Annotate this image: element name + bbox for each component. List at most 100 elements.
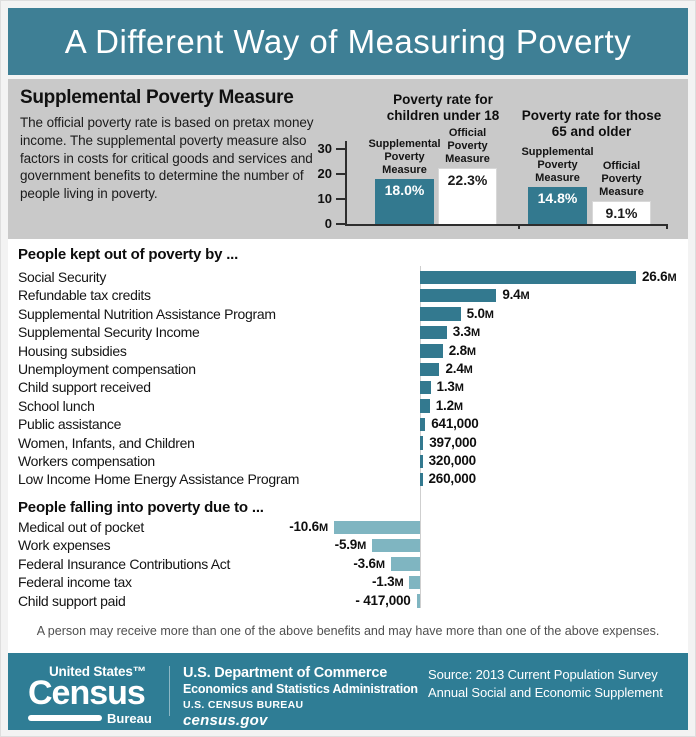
kept-out-bar xyxy=(420,325,447,340)
millions-suffix: M xyxy=(463,364,473,376)
row-value: 5.0M xyxy=(466,305,494,321)
row-value: 2.8M xyxy=(448,342,476,358)
poverty-rate-mini-charts: 30 20 10 0 Poverty rate for children under 1… xyxy=(8,79,688,239)
millions-suffix: M xyxy=(667,272,677,284)
kept-out-bar xyxy=(420,436,424,450)
mini-bar-value: 14.8% xyxy=(537,190,578,206)
row-label: Work expenses xyxy=(18,537,111,554)
row-value: -1.3M xyxy=(372,574,404,590)
mini-bar-label: Official Poverty Measure xyxy=(445,127,490,166)
mini-y-tick xyxy=(336,198,345,200)
kept-out-bar xyxy=(420,380,431,395)
row-label: Refundable tax credits xyxy=(18,287,151,304)
logo-bureau-row: Bureau xyxy=(28,711,156,726)
mini-y-tick xyxy=(336,223,345,225)
mini-y-tick xyxy=(336,173,345,175)
dept-commerce-line: U.S. Department of Commerce xyxy=(183,665,388,681)
row-label: Federal Insurance Contributions Act xyxy=(18,555,231,572)
kept-out-bar xyxy=(420,344,443,358)
chart-row: Unemployment compensation 2.4M xyxy=(8,360,688,379)
falling-into-bar xyxy=(372,538,420,553)
mini-y-tick-label: 30 xyxy=(317,141,332,156)
row-value: 3.3M xyxy=(452,324,480,340)
chart-row: Social Security 26.6M xyxy=(8,268,688,287)
row-value: 9.4M xyxy=(502,287,530,303)
mini-chart-title: Poverty rate for those 65 and older xyxy=(521,108,662,139)
mini-y-axis xyxy=(345,141,347,225)
row-value: - 417,000 xyxy=(355,592,411,608)
falling-into-bar xyxy=(333,520,420,534)
falling-into-bar xyxy=(409,575,420,590)
row-label: Public assistance xyxy=(18,416,122,433)
row-label: Low Income Home Energy Assistance Progra… xyxy=(18,471,300,488)
kept-out-bar xyxy=(420,307,461,321)
millions-suffix: M xyxy=(394,577,404,590)
row-label: Child support received xyxy=(18,379,151,396)
chart-row: Federal income tax -1.3M xyxy=(8,573,688,592)
mini-x-axis xyxy=(345,224,668,226)
row-label: Medical out of pocket xyxy=(18,519,144,535)
mini-y-tick xyxy=(336,148,345,150)
department-block: U.S. Department of Commerce Economics an… xyxy=(183,664,418,729)
kept-out-bar xyxy=(420,362,440,376)
falling-into-heading: People falling into poverty due to ... xyxy=(18,499,264,516)
row-label: Unemployment compensation xyxy=(18,361,196,377)
census-bureau-line: U.S. CENSUS BUREAU xyxy=(183,699,304,711)
row-value: 26.6M xyxy=(641,269,677,284)
mini-bar-value: 18.0% xyxy=(384,182,425,198)
row-label: School lunch xyxy=(18,397,95,414)
row-value: 320,000 xyxy=(428,453,477,468)
chart-row: Supplemental Security Income 3.3M xyxy=(8,323,688,342)
footnote: A person may receive more than one of th… xyxy=(36,624,660,638)
mini-bar-label: Supplemental Poverty Measure xyxy=(521,146,594,185)
mini-bar-official: 9.1% xyxy=(592,201,651,224)
chart-row: Supplemental Nutrition Assistance Progra… xyxy=(8,305,688,324)
row-value: 2.4M xyxy=(445,361,473,376)
footer: United States™ Census Bureau U.S. Depart… xyxy=(8,653,688,730)
falling-into-bar xyxy=(390,557,420,571)
intro-text-block: Supplemental Poverty Measure The officia… xyxy=(20,87,328,203)
chart-row: Low Income Home Energy Assistance Progra… xyxy=(8,470,688,489)
row-value: 260,000 xyxy=(428,471,477,487)
mini-bar-supplemental: 18.0% xyxy=(375,179,434,224)
falling-into-bar xyxy=(416,594,420,608)
census-bureau-logo: United States™ Census Bureau xyxy=(28,664,156,726)
row-value: 641,000 xyxy=(431,416,479,432)
logo-united-states: United States™ xyxy=(49,664,146,679)
row-label: Women, Infants, and Children xyxy=(18,434,195,451)
page-title: A Different Way of Measuring Poverty xyxy=(64,22,632,60)
row-value: 1.2M xyxy=(435,397,463,413)
mini-bar-supplemental: 14.8% xyxy=(528,187,587,224)
row-value: -10.6M xyxy=(289,519,328,534)
chart-row: Workers compensation 320,000 xyxy=(8,452,688,471)
millions-suffix: M xyxy=(357,540,367,553)
chart-row: Women, Infants, and Children 397,000 xyxy=(8,434,688,453)
logo-bureau: Bureau xyxy=(107,710,152,726)
row-value: 397,000 xyxy=(429,434,477,450)
row-value: -3.6M xyxy=(353,555,385,571)
mini-axis-tick xyxy=(518,224,520,229)
millions-suffix: M xyxy=(453,400,463,413)
kept-out-bar xyxy=(420,417,426,432)
chart-row: Housing subsidies 2.8M xyxy=(8,342,688,361)
chart-row: Medical out of pocket -10.6M xyxy=(8,518,688,537)
logo-census: Census xyxy=(28,674,146,712)
intro-panel: Supplemental Poverty Measure The officia… xyxy=(8,79,688,239)
kept-out-heading: People kept out of poverty by ... xyxy=(18,246,239,263)
main-chart-area: People kept out of poverty by ... Social… xyxy=(8,239,688,653)
millions-suffix: M xyxy=(470,327,480,340)
kept-out-bar xyxy=(420,270,636,284)
census-gov-link[interactable]: census.gov xyxy=(183,712,268,729)
mini-y-tick-label: 20 xyxy=(317,166,332,181)
footer-divider xyxy=(169,666,170,716)
row-value: -5.9M xyxy=(334,537,367,553)
intro-paragraph: The official poverty rate is based on pr… xyxy=(20,115,314,202)
row-label: Supplemental Nutrition Assistance Progra… xyxy=(18,305,276,322)
millions-suffix: M xyxy=(375,558,385,571)
chart-row: Public assistance 641,000 xyxy=(8,415,688,434)
row-label: Child support paid xyxy=(18,592,126,609)
chart-row: Refundable tax credits 9.4M xyxy=(8,286,688,305)
title-banner: A Different Way of Measuring Poverty xyxy=(8,8,688,75)
mini-bar-value: 22.3% xyxy=(447,172,488,189)
